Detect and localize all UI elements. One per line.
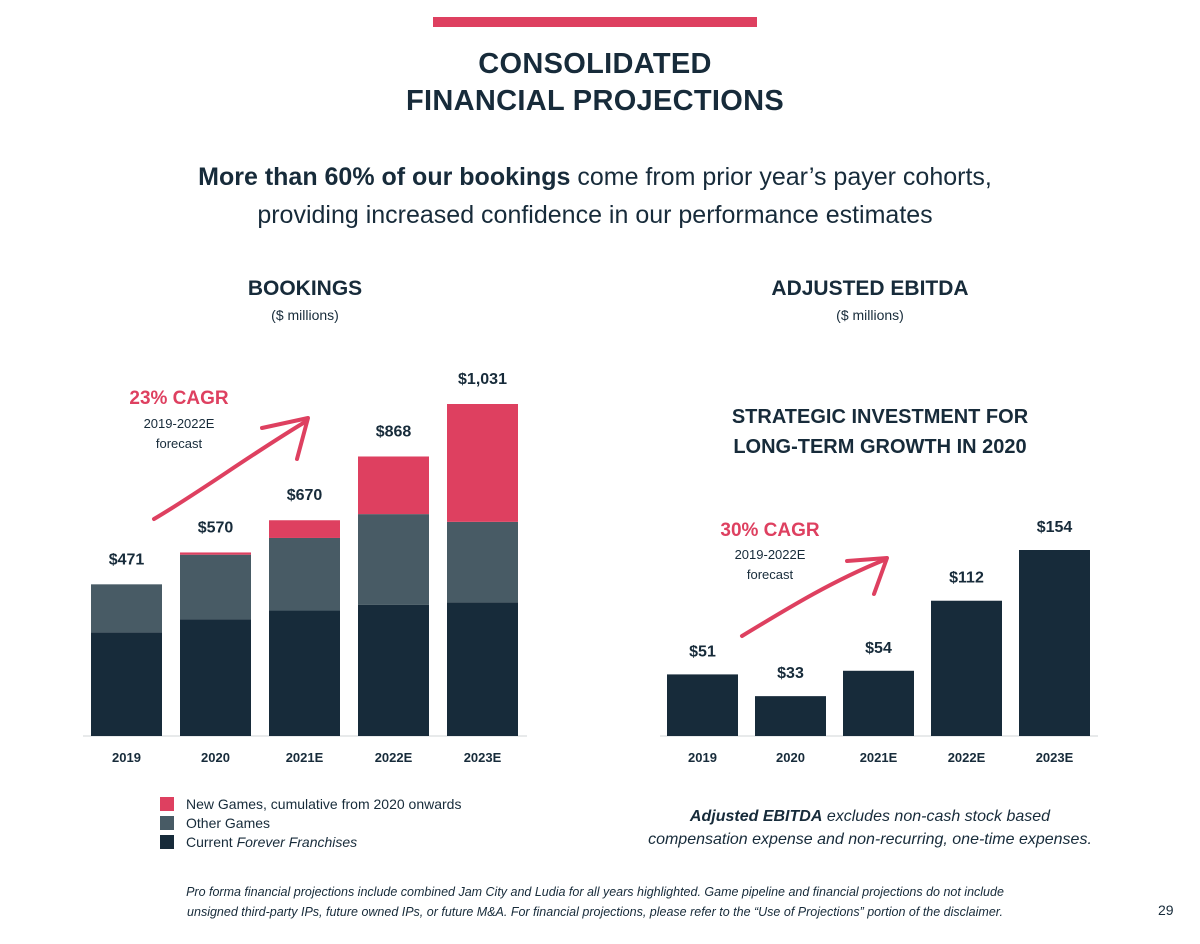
bookings-bar-2023e-series-1: [447, 521, 518, 603]
ebitda-value-label-2020: $33: [777, 665, 804, 682]
legend-label-other-games: Other Games: [186, 814, 271, 831]
bookings-total-label-2019: $471: [109, 551, 145, 568]
ebitda-cagr: 30% CAGR: [720, 520, 820, 541]
subtitle-bold: More than 60% of our bookings: [198, 163, 571, 191]
legend-forever-franchises: Forever Franchises: [236, 833, 358, 850]
ebitda-value-label-2023e: $154: [1037, 519, 1073, 536]
strategic-investment-heading: STRATEGIC INVESTMENT FOR LONG-TERM GROWT…: [680, 402, 1080, 462]
bookings-cagr-years: 2019-2022E: [143, 416, 215, 431]
ebitda-unit: ($ millions): [836, 307, 904, 323]
page-title-line1: CONSOLIDATED: [478, 48, 712, 80]
bookings-total-label-2022e: $868: [376, 423, 412, 440]
ebitda-tick-label-2022e: 2022E: [948, 750, 986, 765]
bookings-bar-2020-series-1: [180, 554, 251, 620]
bookings-bar-2021e-series-0: [269, 610, 340, 736]
bookings-chart: $471 2019 $570 2020 $670 2021E $868 2022E $1,031…: [83, 371, 527, 765]
bookings-bar-2022e-series-2: [358, 456, 429, 515]
page-number: 29: [1158, 902, 1174, 918]
bookings-cagr-period: 2019-2022E forecast: [104, 414, 254, 454]
bookings-unit: ($ millions): [271, 307, 339, 323]
bookings-cagr: 23% CAGR: [129, 388, 229, 409]
strategic-line1: STRATEGIC INVESTMENT FOR: [731, 406, 1029, 428]
legend-item-other-games: Other Games: [160, 813, 461, 832]
bookings-bar-2023e-series-2: [447, 404, 518, 522]
ebitda-title: ADJUSTED EBITDA: [771, 277, 969, 300]
bookings-legend: New Games, cumulative from 2020 onwards …: [160, 794, 461, 851]
footnote-line2: unsigned third-party IPs, future owned I…: [187, 905, 1003, 919]
ebitda-bar-2023e: [1019, 550, 1090, 736]
bookings-total-label-2023e: $1,031: [458, 371, 507, 388]
footnote-line1: Pro forma financial projections include …: [186, 885, 1004, 899]
ebitda-tick-label-2020: 2020: [776, 750, 805, 765]
bookings-bar-2020-series-2: [180, 552, 251, 555]
bookings-tick-label-2019: 2019: [112, 750, 141, 765]
ebitda-chart: $51 2019 $33 2020 $54 2021E $112 2022E $154 2023E: [660, 519, 1098, 765]
ebitda-bar-2019: [667, 674, 738, 736]
legend-swatch-new-games: [160, 796, 174, 811]
bookings-bar-2022e-series-0: [358, 604, 429, 736]
bookings-tick-label-2023e: 2023E: [464, 750, 502, 765]
subtitle-line2: providing increased confidence in our pe…: [257, 201, 933, 229]
strategic-line2: LONG-TERM GROWTH IN 2020: [733, 436, 1027, 458]
bookings-cagr-arrow: [152, 416, 310, 521]
ebitda-bar-2020: [755, 696, 826, 736]
ebitda-bar-2021e: [843, 670, 914, 736]
ebitda-cagr-period: 2019-2022E forecast: [695, 545, 845, 585]
bookings-total-label-2020: $570: [198, 519, 234, 536]
bookings-title: BOOKINGS: [247, 277, 363, 300]
subtitle-rest: come from prior year’s payer cohorts,: [570, 163, 992, 191]
legend-item-forever-franchises: Current Forever Franchises: [160, 832, 461, 851]
bookings-total-label-2021e: $670: [287, 487, 323, 504]
legend-label-forever-franchises: Current Forever Franchises: [186, 834, 357, 850]
bookings-bar-2019-series-0: [91, 632, 162, 736]
ebitda-note-bold: Adjusted EBITDA: [689, 808, 823, 825]
legend-swatch-other-games: [160, 815, 174, 830]
bookings-bar-2023e-series-0: [447, 602, 518, 736]
ebitda-cagr-years: 2019-2022E: [734, 547, 806, 562]
ebitda-tick-label-2021e: 2021E: [860, 750, 898, 765]
legend-swatch-forever-franchises: [160, 834, 174, 849]
bookings-bar-2019-series-1: [91, 584, 162, 633]
page-title-line2: FINANCIAL PROJECTIONS: [406, 85, 784, 117]
ebitda-cagr-forecast: forecast: [746, 567, 794, 582]
ebitda-value-label-2019: $51: [689, 643, 716, 660]
legend-current-prefix: Current: [186, 833, 237, 850]
bookings-tick-label-2020: 2020: [201, 750, 230, 765]
ebitda-footnote: Adjusted EBITDA excludes non-cash stock …: [600, 805, 1140, 851]
bookings-tick-label-2022e: 2022E: [375, 750, 413, 765]
bookings-bar-2021e-series-1: [269, 537, 340, 611]
bookings-cagr-forecast: forecast: [155, 436, 203, 451]
ebitda-note-line2: compensation expense and non-recurring, …: [648, 831, 1092, 848]
ebitda-bar-2022e: [931, 600, 1002, 736]
bookings-bar-2022e-series-1: [358, 514, 429, 605]
bookings-bar-2020-series-0: [180, 619, 251, 736]
ebitda-cagr-arrow: [740, 556, 889, 638]
ebitda-tick-label-2023e: 2023E: [1036, 750, 1074, 765]
ebitda-value-label-2021e: $54: [865, 640, 892, 657]
ebitda-value-label-2022e: $112: [949, 570, 984, 587]
page-subtitle: More than 60% of our bookings come from …: [0, 158, 1190, 234]
legend-label-new-games: New Games, cumulative from 2020 onwards: [186, 795, 462, 812]
accent-bar: [433, 17, 757, 27]
bookings-bar-2021e-series-2: [269, 520, 340, 538]
ebitda-tick-label-2019: 2019: [688, 750, 717, 765]
ebitda-note-rest: excludes non-cash stock based: [822, 808, 1051, 825]
legend-item-new-games: New Games, cumulative from 2020 onwards: [160, 794, 461, 813]
disclaimer-footnote: Pro forma financial projections include …: [100, 882, 1090, 922]
bookings-tick-label-2021e: 2021E: [286, 750, 324, 765]
